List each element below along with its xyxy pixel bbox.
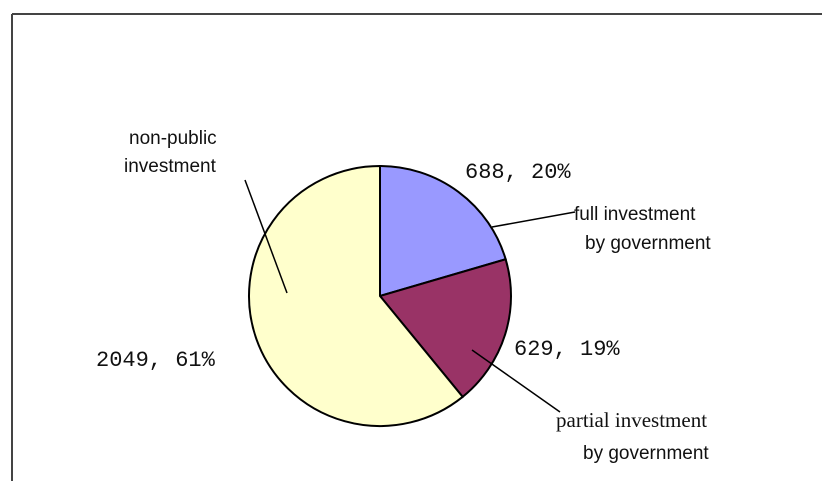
leader-line-full-investment [491, 211, 576, 228]
pie-slice-non-public [248, 164, 465, 427]
slice-label-non-public: non-public investment [124, 128, 222, 177]
leader-line-partial-investment [471, 349, 561, 413]
pie-slice-full-investment [379, 164, 507, 298]
data-label-full-investment: 688, 20% [465, 160, 571, 185]
slice-label-partial-investment-line2: by government [583, 443, 709, 464]
data-label-partial-investment: 629, 19% [514, 337, 620, 362]
slice-label-full-investment: full investment by government [574, 204, 711, 254]
pie-slice-partial-investment [378, 258, 512, 399]
data-label-non-public: 2049, 61% [96, 348, 216, 373]
leader-lines [244, 179, 576, 413]
leader-line-non-public [244, 179, 288, 294]
slice-label-partial-investment: partial investment [556, 408, 707, 432]
pie-slices [248, 164, 512, 427]
